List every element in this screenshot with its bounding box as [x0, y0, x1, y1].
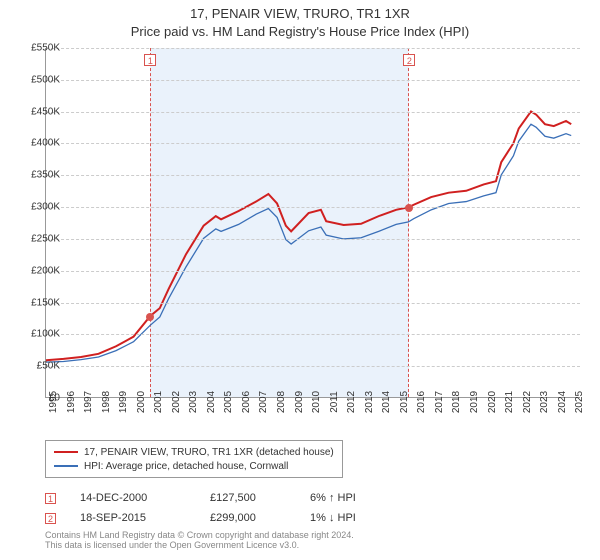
gridline [46, 303, 580, 304]
y-axis-label: £200K [31, 265, 60, 276]
y-axis-label: £100K [31, 329, 60, 340]
chart-title-line2: Price paid vs. HM Land Registry's House … [0, 24, 600, 39]
sale-marker-dot [405, 204, 413, 212]
x-axis-label: 2007 [258, 391, 269, 413]
x-axis-label: 1997 [83, 391, 94, 413]
gridline [46, 112, 580, 113]
gridline [46, 48, 580, 49]
sale-price: £127,500 [210, 492, 310, 504]
sale-marker-box: 2 [45, 513, 56, 524]
x-axis-label: 2018 [451, 391, 462, 413]
x-axis-label: 2003 [188, 391, 199, 413]
sales-row: 1 14-DEC-2000 £127,500 6% ↑ HPI [45, 488, 356, 508]
gridline [46, 366, 580, 367]
sale-date: 18-SEP-2015 [80, 512, 210, 524]
x-axis-label: 1998 [101, 391, 112, 413]
x-axis-label: 2016 [416, 391, 427, 413]
legend-swatch [54, 451, 78, 453]
y-axis-label: £500K [31, 74, 60, 85]
sale-marker-box: 1 [45, 493, 56, 504]
y-axis-label: £300K [31, 202, 60, 213]
legend-row: HPI: Average price, detached house, Corn… [54, 459, 334, 473]
chart-title-line1: 17, PENAIR VIEW, TRURO, TR1 1XR [0, 6, 600, 21]
legend-label: HPI: Average price, detached house, Corn… [84, 461, 288, 472]
legend-label: 17, PENAIR VIEW, TRURO, TR1 1XR (detache… [84, 447, 334, 458]
y-axis-label: £550K [31, 43, 60, 54]
x-axis-label: 2012 [346, 391, 357, 413]
footer-line: This data is licensed under the Open Gov… [45, 540, 354, 550]
x-axis-label: 2004 [206, 391, 217, 413]
plot-area: 12 [45, 48, 580, 398]
gridline [46, 334, 580, 335]
gridline [46, 80, 580, 81]
chart-container: 17, PENAIR VIEW, TRURO, TR1 1XR Price pa… [0, 0, 600, 560]
x-axis-label: 2019 [469, 391, 480, 413]
gridline [46, 175, 580, 176]
gridline [46, 239, 580, 240]
sale-marker-flag: 2 [403, 54, 415, 66]
sale-hpi-delta: 6% ↑ HPI [310, 492, 356, 504]
x-axis-label: 2024 [557, 391, 568, 413]
x-axis-label: 2022 [522, 391, 533, 413]
chart-lines [46, 48, 580, 397]
x-axis-label: 2005 [223, 391, 234, 413]
x-axis-label: 2006 [241, 391, 252, 413]
x-axis-label: 2020 [487, 391, 498, 413]
x-axis-label: 2021 [504, 391, 515, 413]
x-axis-label: 1995 [48, 391, 59, 413]
x-axis-label: 2025 [574, 391, 585, 413]
x-axis-label: 2010 [311, 391, 322, 413]
y-axis-label: £450K [31, 106, 60, 117]
x-axis-label: 1996 [66, 391, 77, 413]
sale-marker-dot [146, 313, 154, 321]
series-line [46, 124, 571, 362]
footer-text: Contains HM Land Registry data © Crown c… [45, 530, 354, 550]
x-axis-label: 2009 [294, 391, 305, 413]
y-axis-label: £400K [31, 138, 60, 149]
sales-row: 2 18-SEP-2015 £299,000 1% ↓ HPI [45, 508, 356, 528]
legend-swatch [54, 465, 78, 467]
footer-line: Contains HM Land Registry data © Crown c… [45, 530, 354, 540]
y-axis-label: £150K [31, 297, 60, 308]
sale-date: 14-DEC-2000 [80, 492, 210, 504]
x-axis-label: 1999 [118, 391, 129, 413]
x-axis-label: 2011 [329, 391, 340, 413]
series-line [46, 111, 571, 360]
sale-price: £299,000 [210, 512, 310, 524]
x-axis-label: 2014 [381, 391, 392, 413]
y-axis-label: £50K [37, 361, 60, 372]
x-axis-label: 2008 [276, 391, 287, 413]
x-axis-label: 2002 [171, 391, 182, 413]
y-axis-label: £250K [31, 233, 60, 244]
x-axis-label: 2001 [153, 391, 164, 413]
x-axis-label: 2013 [364, 391, 375, 413]
x-axis-label: 2000 [136, 391, 147, 413]
sale-marker-flag: 1 [144, 54, 156, 66]
sales-table: 1 14-DEC-2000 £127,500 6% ↑ HPI 2 18-SEP… [45, 488, 356, 528]
gridline [46, 143, 580, 144]
gridline [46, 271, 580, 272]
y-axis-label: £350K [31, 170, 60, 181]
x-axis-label: 2017 [434, 391, 445, 413]
legend-row: 17, PENAIR VIEW, TRURO, TR1 1XR (detache… [54, 445, 334, 459]
sale-hpi-delta: 1% ↓ HPI [310, 512, 356, 524]
x-axis-label: 2023 [539, 391, 550, 413]
gridline [46, 207, 580, 208]
legend: 17, PENAIR VIEW, TRURO, TR1 1XR (detache… [45, 440, 343, 478]
x-axis-label: 2015 [399, 391, 410, 413]
